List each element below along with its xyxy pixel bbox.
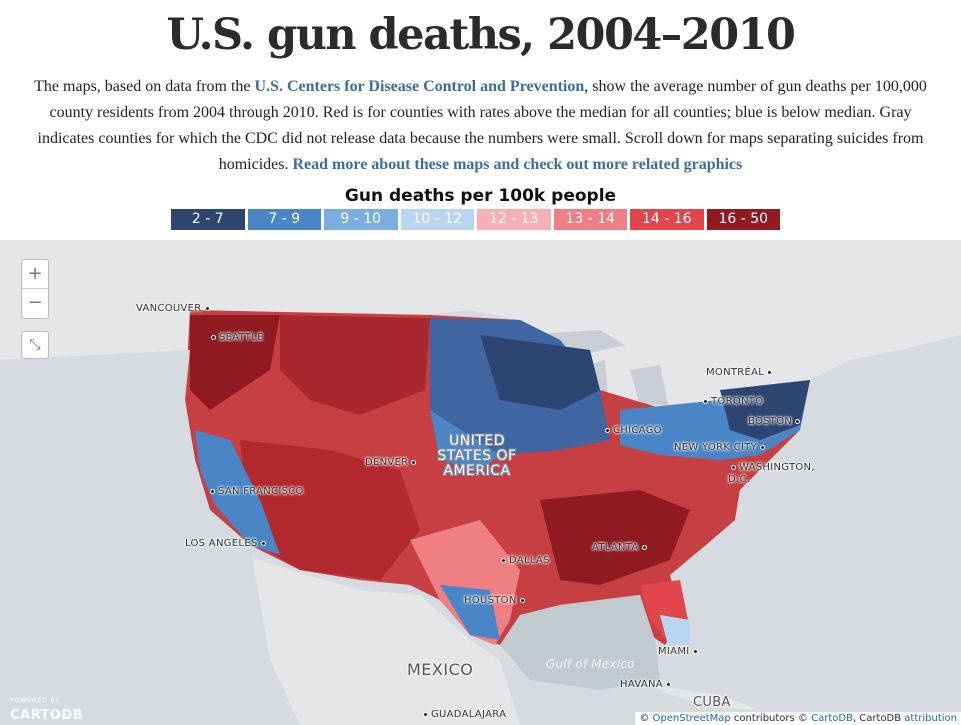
city-label-washington: WASHINGTON, D.C. bbox=[728, 462, 815, 485]
legend-bin: 7 - 9 bbox=[247, 209, 321, 230]
mexico-landmass bbox=[200, 540, 520, 725]
city-label-boston: BOSTON bbox=[748, 416, 803, 427]
atlantic-ocean bbox=[690, 400, 961, 725]
attribution-text: contributors © bbox=[730, 713, 812, 724]
cartodb-link[interactable]: CartoDB bbox=[811, 713, 853, 724]
city-label-atlanta: ATLANTA bbox=[592, 542, 650, 553]
gulf-of-mexico bbox=[500, 595, 660, 690]
pacific-ocean bbox=[0, 350, 300, 725]
city-label-montreal: MONTRÉAL bbox=[706, 367, 775, 378]
map-attribution: © OpenStreetMap contributors © CartoDB, … bbox=[635, 712, 961, 725]
city-label-chicago: CHICAGO bbox=[602, 425, 662, 436]
lake-huron bbox=[630, 365, 668, 405]
city-label-vancouver: VANCOUVER bbox=[136, 303, 213, 314]
canada-landmass bbox=[0, 240, 961, 408]
intro-text-1: The maps, based on data from the bbox=[34, 78, 255, 95]
zoom-control: + − bbox=[21, 259, 49, 319]
cdc-link[interactable]: U.S. Centers for Disease Control and Pre… bbox=[254, 78, 585, 95]
cuba-island bbox=[650, 685, 760, 710]
zoom-out-button[interactable]: − bbox=[27, 292, 43, 313]
legend-bin: 12 - 13 bbox=[477, 209, 551, 230]
city-label-dallas: DALLAS bbox=[498, 555, 550, 566]
fullscreen-icon: ⤡ bbox=[29, 337, 41, 353]
cartodb-logo-text: CARTODB bbox=[10, 708, 84, 723]
city-label-san-francisco: SAN FRANCISCO bbox=[207, 486, 304, 497]
region-plains bbox=[430, 410, 500, 470]
region-new-england bbox=[720, 380, 810, 440]
legend-bin: 13 - 14 bbox=[553, 209, 627, 230]
zoom-in-button[interactable]: + bbox=[22, 260, 48, 289]
page-title: U.S. gun deaths, 2004–2010 bbox=[166, 10, 796, 60]
city-label-toronto: TORONTO bbox=[700, 396, 763, 407]
country-label-mexico: MEXICO bbox=[407, 660, 474, 679]
region-mountain-west bbox=[280, 315, 430, 415]
region-california bbox=[195, 430, 280, 555]
legend-bin: 2 - 7 bbox=[171, 209, 245, 230]
city-label-houston: HOUSTON bbox=[464, 595, 528, 606]
map-graphic bbox=[0, 240, 961, 725]
legend-bin: 9 - 10 bbox=[324, 209, 398, 230]
powered-by-text: POWERED BY bbox=[10, 697, 61, 704]
cartodb-logo[interactable]: POWERED BY CARTODB bbox=[10, 697, 83, 723]
fullscreen-button[interactable]: ⤡ bbox=[21, 331, 49, 359]
city-label-seattle: SEATTLE bbox=[208, 332, 264, 343]
attribution-link[interactable]: attribution bbox=[904, 713, 957, 724]
intro-paragraph: The maps, based on data from the U.S. Ce… bbox=[20, 74, 941, 178]
water-label-gulf: Gulf of Mexico bbox=[546, 657, 635, 671]
city-label-denver: DENVER bbox=[365, 457, 419, 468]
city-label-los-angeles: LOS ANGELES bbox=[185, 538, 269, 549]
city-label-guadalajara: GUADALAJARA bbox=[420, 709, 506, 720]
region-upper-midwest bbox=[480, 335, 600, 410]
country-label-usa: UNITED STATES OF AMERICA bbox=[437, 433, 517, 479]
legend-bin: 14 - 16 bbox=[630, 209, 704, 230]
legend: 2 - 7 7 - 9 9 - 10 10 - 12 12 - 13 13 - … bbox=[171, 209, 780, 230]
city-label-havana: HAVANA bbox=[620, 679, 674, 690]
legend-bin: 10 - 12 bbox=[400, 209, 474, 230]
country-label-cuba: CUBA bbox=[693, 695, 731, 710]
region-southwest bbox=[240, 440, 420, 580]
read-more-link[interactable]: Read more about these maps and check out… bbox=[292, 156, 743, 173]
region-florida-south bbox=[660, 615, 690, 645]
attribution-text: , CartoDB bbox=[852, 713, 905, 724]
map-canvas[interactable]: VANCOUVER SEATTLE SAN FRANCISCO LOS ANGE… bbox=[0, 240, 961, 725]
intro-text-2: , show the average number of gun deaths … bbox=[37, 78, 927, 173]
city-label-new-york: NEW YORK CITY bbox=[674, 442, 768, 453]
legend-title: Gun deaths per 100k people bbox=[344, 186, 617, 206]
region-south-texas bbox=[440, 585, 500, 640]
attribution-text: © bbox=[639, 713, 653, 724]
legend-bin: 16 - 50 bbox=[706, 209, 780, 230]
osm-link[interactable]: OpenStreetMap bbox=[652, 713, 731, 724]
region-deep-south bbox=[540, 490, 690, 585]
city-label-miami: MIAMI bbox=[658, 646, 701, 657]
